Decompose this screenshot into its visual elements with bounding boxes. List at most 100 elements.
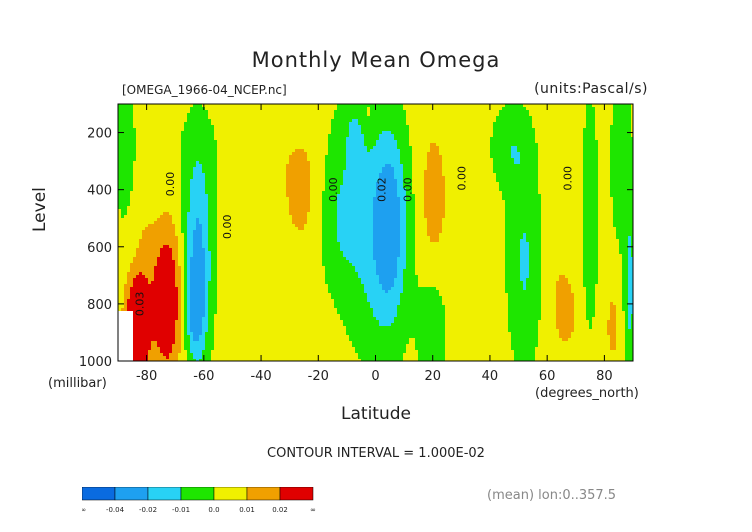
contour-cell <box>253 203 257 207</box>
contour-cell <box>118 167 122 171</box>
contour-cell <box>280 293 284 297</box>
contour-cell <box>238 332 242 336</box>
contour-cell <box>160 269 164 273</box>
contour-cell <box>211 203 215 207</box>
contour-cell <box>202 140 206 144</box>
contour-cell <box>142 137 146 141</box>
contour-cell <box>184 278 188 282</box>
contour-cell <box>229 182 233 186</box>
contour-cell <box>271 104 275 108</box>
contour-cell <box>226 305 230 309</box>
contour-cell <box>226 149 230 153</box>
contour-cell <box>121 260 125 264</box>
contour-cell <box>217 155 221 159</box>
contour-cell <box>202 164 206 168</box>
contour-cell <box>166 233 170 237</box>
contour-cell <box>247 314 251 318</box>
contour-cell <box>163 140 167 144</box>
contour-cell <box>175 305 179 309</box>
contour-cell <box>118 317 122 321</box>
contour-cell <box>175 287 179 291</box>
contour-cell <box>205 233 209 237</box>
contour-cell <box>145 293 149 297</box>
contour-cell <box>277 335 281 339</box>
contour-cell <box>259 197 263 201</box>
contour-cell <box>283 260 287 264</box>
contour-cell <box>196 353 200 357</box>
contour-cell <box>289 116 293 120</box>
contour-cell <box>289 143 293 147</box>
contour-cell <box>256 260 260 264</box>
contour-cell <box>148 218 152 222</box>
contour-cell <box>136 341 140 345</box>
contour-cell <box>220 227 224 231</box>
contour-cell <box>232 329 236 333</box>
contour-cell <box>136 239 140 243</box>
contour-cell <box>145 284 149 288</box>
contour-cell <box>274 128 278 132</box>
contour-cell <box>205 296 209 300</box>
contour-cell <box>136 224 140 228</box>
contour-cell <box>289 269 293 273</box>
contour-cell <box>184 248 188 252</box>
contour-cell <box>199 350 203 354</box>
contour-cell <box>124 152 128 156</box>
contour-cell <box>283 161 287 165</box>
contour-cell <box>118 161 122 165</box>
contour-cell <box>208 203 212 207</box>
contour-cell <box>226 200 230 204</box>
contour-cell <box>235 113 239 117</box>
contour-cell <box>196 146 200 150</box>
contour-cell <box>148 344 152 348</box>
contour-cell <box>181 263 185 267</box>
contour-cell <box>142 158 146 162</box>
contour-cell <box>187 251 191 255</box>
contour-cell <box>118 116 122 120</box>
contour-cell <box>256 350 260 354</box>
contour-cell <box>280 356 284 360</box>
contour-cell <box>145 203 149 207</box>
contour-cell <box>160 209 164 213</box>
contour-cell <box>205 356 209 360</box>
contour-cell <box>172 134 176 138</box>
contour-cell <box>121 164 125 168</box>
contour-cell <box>220 122 224 126</box>
contour-cell <box>268 260 272 264</box>
contour-cell <box>145 179 149 183</box>
contour-cell <box>283 356 287 360</box>
contour-cell <box>124 134 128 138</box>
contour-cell <box>265 191 269 195</box>
contour-cell <box>190 242 194 246</box>
contour-cell <box>163 206 167 210</box>
contour-cell <box>130 197 134 201</box>
contour-cell <box>265 242 269 246</box>
contour-cell <box>178 176 182 180</box>
contour-cell <box>139 287 143 291</box>
contour-cell <box>280 251 284 255</box>
contour-cell <box>262 314 266 318</box>
contour-cell <box>178 314 182 318</box>
contour-cell <box>211 209 215 213</box>
contour-cell <box>163 311 167 315</box>
contour-cell <box>265 104 269 108</box>
contour-cell <box>133 350 137 354</box>
contour-cell <box>229 149 233 153</box>
contour-cell <box>286 299 290 303</box>
contour-cell <box>232 308 236 312</box>
contour-cell <box>136 140 140 144</box>
contour-cell <box>187 338 191 342</box>
contour-cell <box>286 356 290 360</box>
contour-cell <box>157 188 161 192</box>
contour-cell <box>199 137 203 141</box>
contour-cell <box>157 305 161 309</box>
contour-cell <box>202 167 206 171</box>
contour-cell <box>190 125 194 129</box>
contour-cell <box>268 290 272 294</box>
contour-cell <box>148 230 152 234</box>
contour-cell <box>130 329 134 333</box>
contour-cell <box>280 305 284 309</box>
contour-cell <box>208 332 212 336</box>
contour-cell <box>199 260 203 264</box>
contour-cell <box>187 266 191 270</box>
contour-cell <box>148 350 152 354</box>
